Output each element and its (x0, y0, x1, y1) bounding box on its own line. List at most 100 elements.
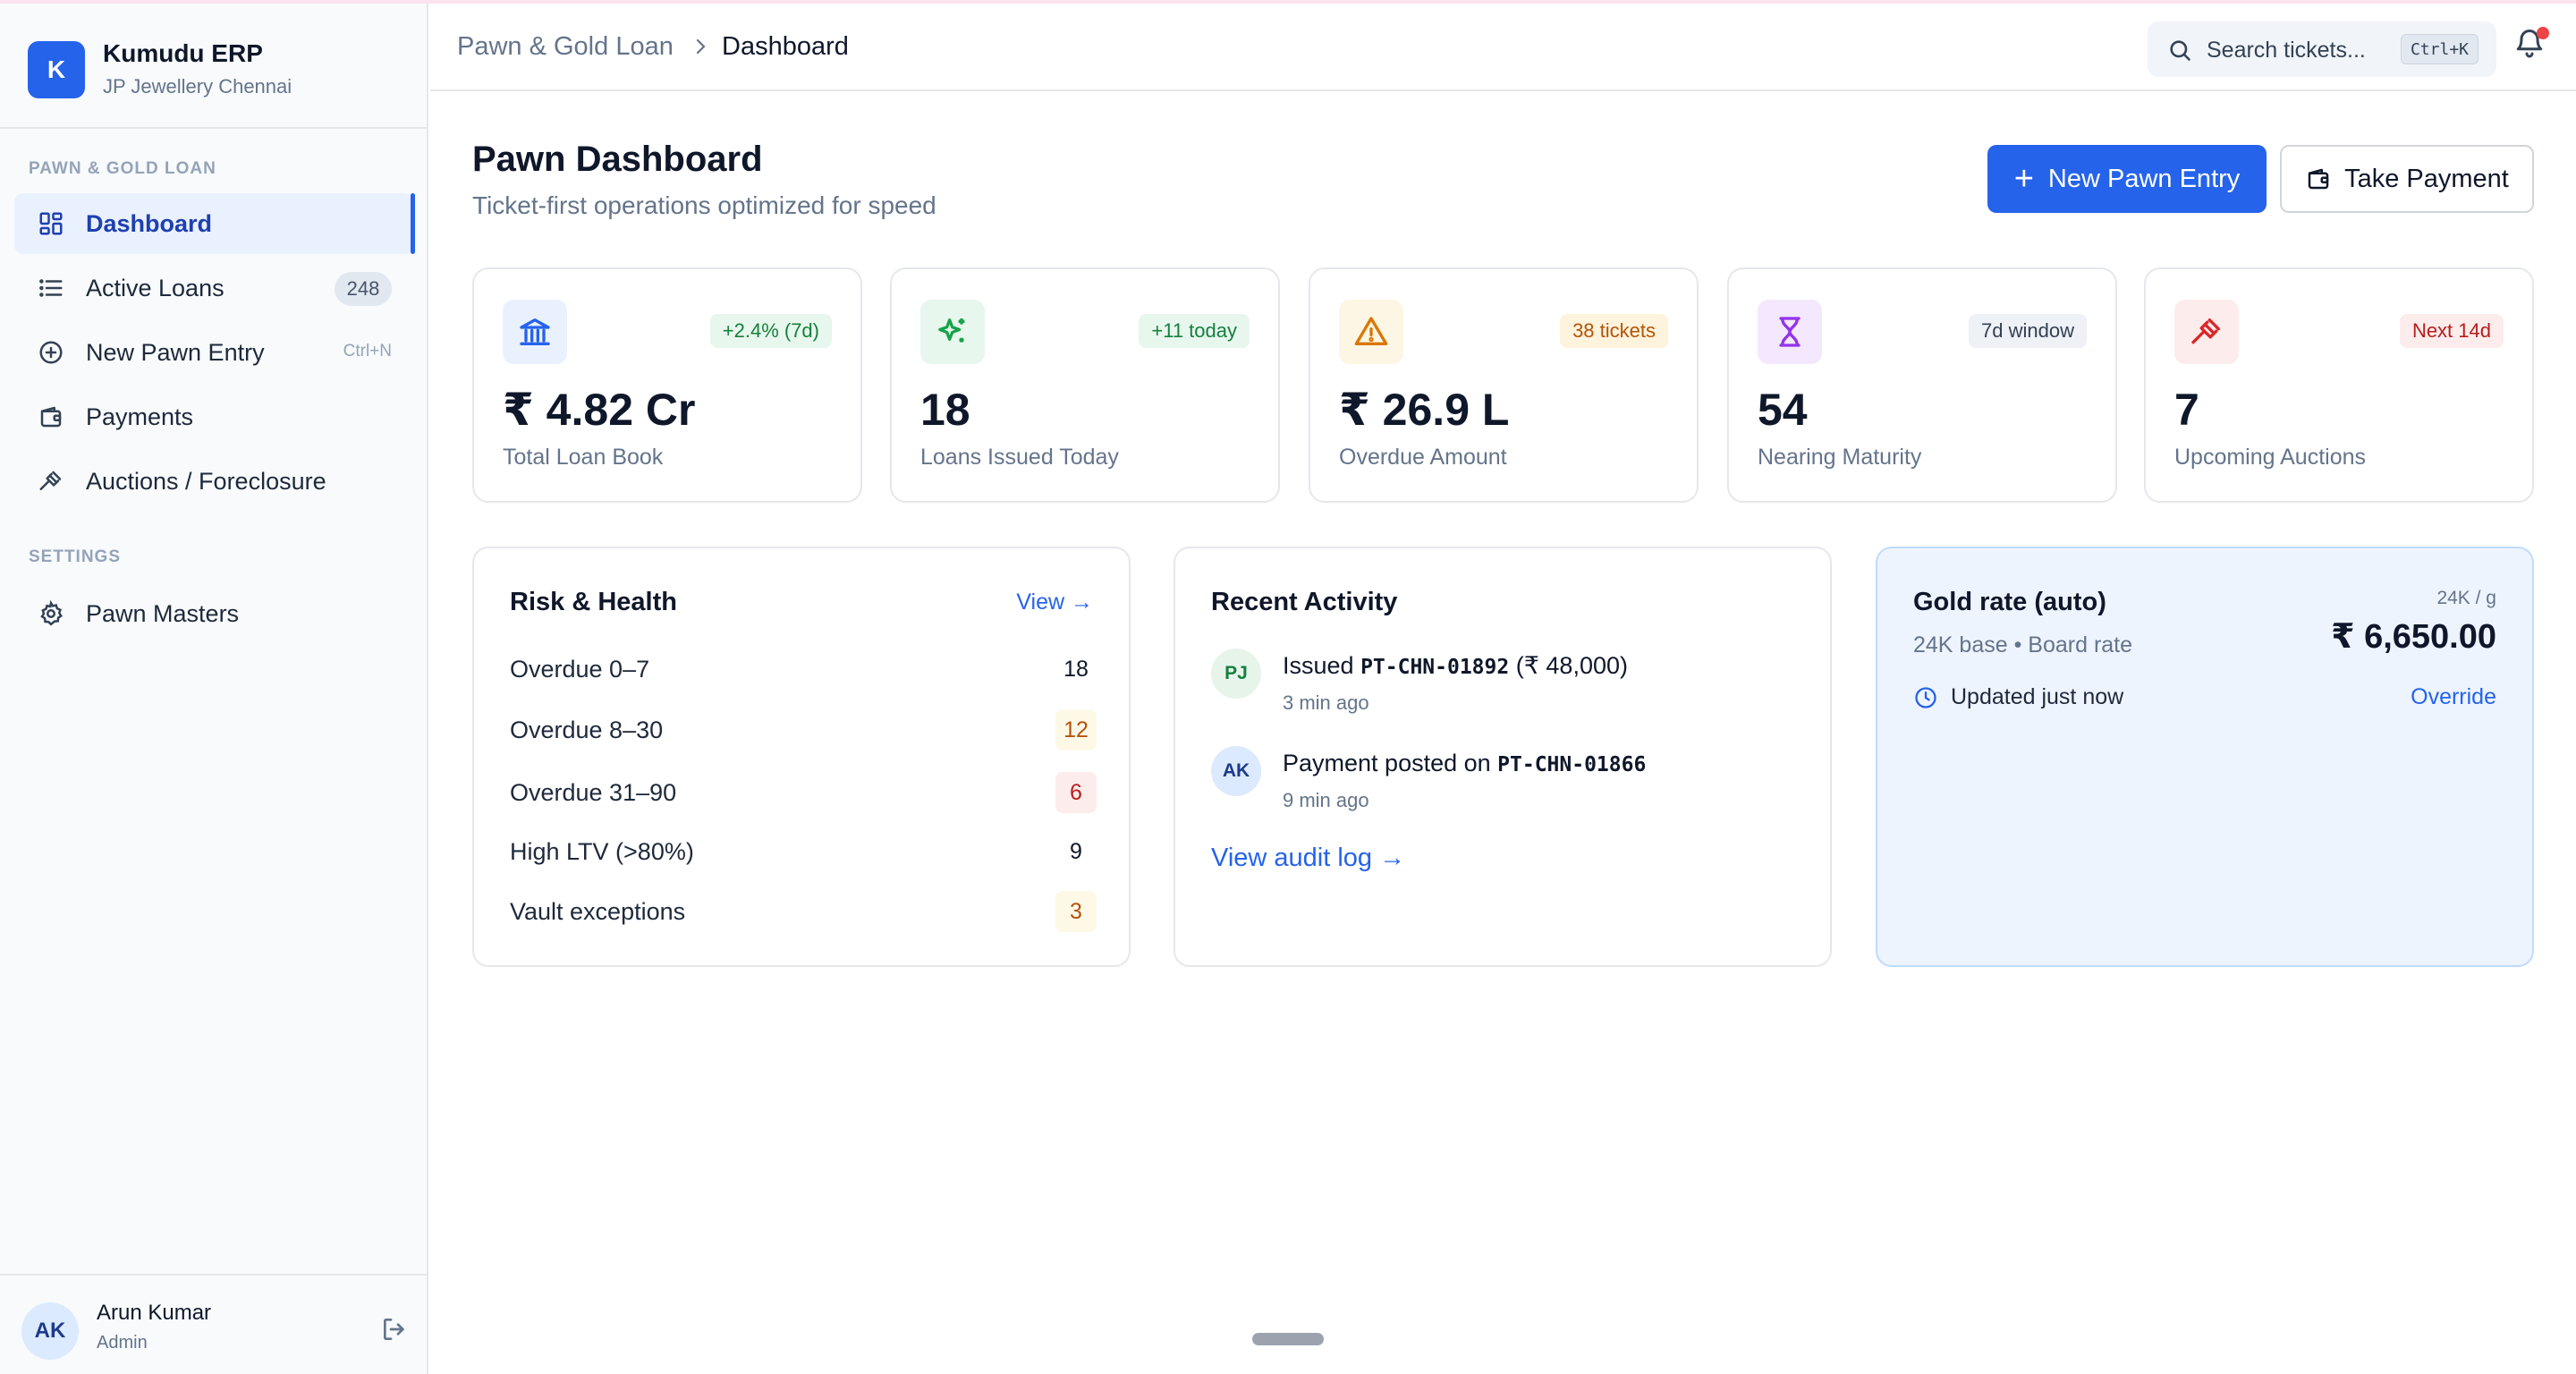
wallet-icon (2308, 168, 2329, 190)
view-risk-link[interactable]: View → (1016, 589, 1093, 615)
gear-icon (38, 600, 64, 627)
warning-icon (1339, 300, 1403, 364)
sparkle-icon (920, 300, 985, 364)
kpi-label: Loans Issued Today (920, 445, 1119, 470)
clock-icon (1915, 686, 1936, 708)
user-role: Admin (97, 1333, 148, 1353)
logout-icon[interactable] (380, 1315, 409, 1344)
sidebar-item-dashboard[interactable]: Dashboard (14, 193, 415, 254)
kpi-label: Total Loan Book (503, 445, 664, 470)
plus-circle-icon (38, 339, 64, 366)
avatar[interactable]: AK (21, 1302, 79, 1360)
activity-item[interactable]: PJ Issued PT-CHN-01892 (₹ 48,000) 3 min … (1211, 649, 1801, 729)
activity-time: 9 min ago (1283, 789, 1369, 811)
kpi-value: 54 (1758, 385, 1808, 435)
brand-name: Kumudu ERP (103, 39, 263, 67)
kpi-trend-badge: 7d window (1969, 314, 2087, 348)
kpi-value: ₹ 4.82 Cr (503, 385, 696, 435)
gold-rate-value: ₹ 6,650.00 (2331, 618, 2496, 656)
section-label-settings: SETTINGS (29, 547, 122, 566)
sidebar-item-active-loans[interactable]: Active Loans 248 (14, 258, 413, 318)
risk-label: Overdue 31–90 (510, 778, 677, 806)
kpi-value: ₹ 26.9 L (1339, 385, 1510, 435)
sidebar-item-label: New Pawn Entry (86, 338, 265, 366)
risk-row[interactable]: Overdue 31–90 6 (510, 770, 1097, 815)
gold-rate-card: Gold rate (auto) 24K base • Board rate 2… (1876, 547, 2534, 967)
top-accent-line (0, 0, 2576, 4)
search-shortcut: Ctrl+K (2400, 34, 2479, 64)
wallet-icon (38, 403, 64, 430)
view-audit-log-link[interactable]: View audit log → (1211, 844, 1406, 872)
sidebar-item-label: Pawn Masters (86, 599, 240, 627)
brand-header: K Kumudu ERP JP Jewellery Chennai (0, 4, 428, 129)
activity-text: Payment posted on PT-CHN-01866 (1283, 750, 1647, 776)
breadcrumb-parent[interactable]: Pawn & Gold Loan (457, 32, 674, 61)
recent-activity-card: Recent Activity PJ Issued PT-CHN-01892 (… (1174, 547, 1832, 967)
kpi-label: Overdue Amount (1339, 445, 1507, 470)
kpi-card-upcoming-auctions[interactable]: Next 14d 7 Upcoming Auctions (2144, 267, 2534, 503)
dashboard-grid-icon (38, 210, 64, 237)
keyboard-shortcut: Ctrl+N (343, 342, 392, 360)
button-label: New Pawn Entry (2047, 164, 2241, 193)
risk-label: Vault exceptions (510, 897, 686, 925)
activity-time: 3 min ago (1283, 691, 1369, 714)
scroll-handle[interactable] (1252, 1333, 1324, 1345)
hourglass-icon (1758, 300, 1822, 364)
card-title: Risk & Health (510, 588, 677, 616)
risk-count-badge: 6 (1055, 772, 1097, 813)
risk-row[interactable]: Overdue 0–7 18 (510, 647, 1097, 691)
gold-rate-subtitle: 24K base • Board rate (1913, 632, 2133, 657)
risk-count: 18 (1063, 656, 1089, 682)
kpi-trend-badge: 38 tickets (1560, 314, 1668, 348)
new-pawn-entry-button[interactable]: + New Pawn Entry (1987, 145, 2267, 213)
avatar: PJ (1211, 649, 1261, 699)
bell-icon[interactable] (2513, 27, 2546, 59)
kpi-label: Nearing Maturity (1758, 445, 1922, 470)
take-payment-button[interactable]: Take Payment (2280, 145, 2534, 213)
brand-logo[interactable]: K (28, 41, 85, 98)
risk-row[interactable]: High LTV (>80%) 9 (510, 829, 1097, 874)
kpi-trend-badge: +2.4% (7d) (709, 314, 832, 348)
brand-subtitle: JP Jewellery Chennai (103, 75, 292, 98)
sidebar-item-label: Payments (86, 403, 194, 430)
search-icon (2170, 40, 2190, 61)
risk-row[interactable]: Vault exceptions 3 (510, 889, 1097, 934)
list-icon (38, 275, 64, 301)
sidebar-item-label: Auctions / Foreclosure (86, 467, 326, 495)
sidebar-item-payments[interactable]: Payments (14, 386, 413, 447)
kpi-card-loans-issued-today[interactable]: +11 today 18 Loans Issued Today (890, 267, 1280, 503)
notification-dot (2537, 27, 2549, 39)
top-header: Pawn & Gold Loan Dashboard Search ticket… (430, 4, 2576, 91)
user-profile-bar: AK Arun Kumar Admin (0, 1274, 428, 1374)
risk-label: High LTV (>80%) (510, 837, 694, 865)
card-title: Gold rate (auto) (1913, 588, 2106, 616)
sidebar-item-new-pawn-entry[interactable]: New Pawn Entry Ctrl+N (14, 322, 413, 383)
override-link[interactable]: Override (2411, 684, 2496, 709)
card-title: Recent Activity (1211, 588, 1398, 616)
sidebar-item-pawn-masters[interactable]: Pawn Masters (14, 583, 413, 644)
search-placeholder: Search tickets... (2207, 38, 2366, 63)
kpi-label: Upcoming Auctions (2174, 445, 2367, 470)
sidebar-item-auctions[interactable]: Auctions / Foreclosure (14, 451, 413, 512)
kpi-trend-badge: Next 14d (2399, 314, 2504, 348)
kpi-card-nearing-maturity[interactable]: 7d window 54 Nearing Maturity (1727, 267, 2117, 503)
section-label-pawn: PAWN & GOLD LOAN (29, 159, 216, 178)
sidebar-item-label: Dashboard (86, 209, 213, 237)
user-name: Arun Kumar (97, 1301, 212, 1325)
risk-label: Overdue 0–7 (510, 655, 650, 683)
gavel-icon (2174, 300, 2239, 364)
risk-label: Overdue 8–30 (510, 716, 664, 743)
risk-row[interactable]: Overdue 8–30 12 (510, 708, 1097, 752)
sidebar-item-label: Active Loans (86, 274, 225, 301)
gavel-icon (38, 468, 64, 495)
chevron-right-icon (696, 38, 706, 55)
updated-text: Updated just now (1951, 684, 2124, 709)
ticket-code[interactable]: PT-CHN-01892 (1360, 656, 1510, 679)
kpi-card-overdue-amount[interactable]: 38 tickets ₹ 26.9 L Overdue Amount (1309, 267, 1699, 503)
kpi-card-total-loan-book[interactable]: +2.4% (7d) ₹ 4.82 Cr Total Loan Book (472, 267, 862, 503)
risk-count: 9 (1070, 838, 1082, 864)
avatar: AK (1211, 746, 1261, 796)
search-input[interactable]: Search tickets... Ctrl+K (2148, 21, 2496, 77)
ticket-code[interactable]: PT-CHN-01866 (1497, 753, 1647, 776)
activity-item[interactable]: AK Payment posted on PT-CHN-01866 9 min … (1211, 746, 1801, 827)
